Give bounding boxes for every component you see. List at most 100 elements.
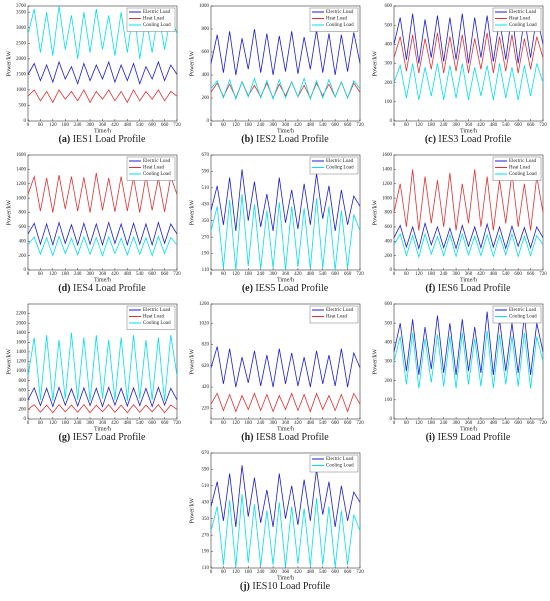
x-tick-label: 120	[49, 421, 57, 426]
caption-text: IES10 Load Profile	[252, 581, 330, 592]
x-tick-label: 180	[428, 272, 436, 277]
caption: (d) IES4 Load Profile	[58, 283, 146, 294]
legend-label: Cooling Load	[326, 166, 354, 171]
y-tick-label: 800	[19, 379, 27, 384]
subplot: 0 100 200 300 400 500 600 0 60 120 180 240 300 360 420…	[372, 302, 547, 443]
x-tick-label: 300	[86, 421, 94, 426]
x-tick-label: 720	[173, 123, 181, 128]
x-tick-label: 660	[344, 421, 352, 426]
y-axis-label: Power/kW	[372, 199, 378, 225]
y-tick-label: 800	[202, 27, 210, 32]
x-axis-label: Time/h	[94, 277, 111, 283]
x-tick-label: 120	[232, 421, 240, 426]
legend-label: Heat Load	[326, 17, 347, 22]
x-tick-label: 240	[74, 272, 82, 277]
caption-label: (g)	[59, 432, 71, 443]
x-axis-label: Time/h	[94, 128, 111, 134]
x-tick-label: 180	[245, 570, 253, 575]
x-tick-label: 360	[99, 272, 107, 277]
legend-box	[126, 156, 176, 181]
series-line	[27, 89, 178, 104]
subplot: 110 190 270 350 430 510 590 670 0 60 120 180 240 300 3…	[189, 451, 364, 592]
x-tick-label: 300	[269, 272, 277, 277]
x-tick-label: 120	[232, 570, 240, 575]
x-tick-label: 660	[527, 421, 535, 426]
x-tick-label: 420	[294, 123, 302, 128]
y-tick-label: 1800	[16, 331, 27, 336]
y-axis-label: Power/kW	[372, 348, 378, 374]
x-tick-label: 660	[527, 123, 535, 128]
x-tick-label: 240	[257, 421, 265, 426]
legend-label: Heat Load	[509, 166, 530, 171]
x-tick-label: 480	[307, 123, 315, 128]
x-tick-label: 120	[415, 123, 423, 128]
x-tick-label: 540	[136, 123, 144, 128]
x-tick-label: 600	[148, 123, 156, 128]
x-tick-label: 180	[245, 272, 253, 277]
x-tick-label: 540	[319, 272, 327, 277]
x-tick-label: 0	[393, 123, 396, 128]
y-axis-label: Power/kW	[189, 497, 195, 523]
legend-label: Cooling Load	[509, 315, 537, 320]
y-tick-label: 110	[202, 268, 210, 273]
caption: (c) IES3 Load Profile	[425, 134, 512, 145]
series-line	[393, 32, 544, 74]
x-tick-label: 240	[257, 123, 265, 128]
y-tick-label: 350	[202, 219, 210, 224]
subplot: 220 420 620 820 1020 1200 0 60 120 180 240 300 360 42…	[189, 302, 364, 443]
y-axis-label: Power/kW	[6, 348, 12, 374]
series-line	[393, 311, 544, 375]
y-tick-label: 3000	[16, 26, 27, 31]
x-tick-label: 240	[440, 421, 448, 426]
y-tick-label: 0	[207, 119, 210, 124]
y-tick-label: 110	[202, 566, 210, 571]
x-tick-label: 720	[173, 272, 181, 277]
x-axis-label: Time/h	[460, 277, 477, 283]
x-tick-label: 300	[269, 570, 277, 575]
x-tick-label: 360	[465, 421, 473, 426]
y-tick-label: 0	[390, 417, 393, 422]
y-tick-label: 350	[202, 517, 210, 522]
y-tick-label: 200	[19, 408, 27, 413]
series-line	[393, 330, 544, 389]
x-tick-label: 0	[27, 421, 30, 426]
x-tick-label: 180	[428, 421, 436, 426]
x-tick-label: 60	[38, 272, 44, 277]
caption-label: (d)	[58, 283, 70, 294]
caption-text: IES9 Load Profile	[438, 432, 511, 443]
y-tick-label: 500	[19, 104, 27, 109]
legend-label: Electric Load	[326, 10, 354, 15]
series-line	[393, 232, 544, 259]
x-tick-label: 240	[257, 570, 265, 575]
x-tick-label: 60	[221, 272, 227, 277]
x-tick-label: 360	[282, 123, 290, 128]
y-tick-label: 400	[385, 239, 393, 244]
y-tick-label: 270	[202, 533, 210, 538]
x-tick-label: 360	[99, 421, 107, 426]
x-tick-label: 360	[99, 123, 107, 128]
y-tick-label: 0	[24, 417, 27, 422]
y-tick-label: 200	[385, 81, 393, 86]
series-line	[210, 193, 361, 271]
series-line	[210, 28, 361, 76]
caption: (h) IES8 Load Profile	[241, 432, 329, 443]
x-tick-label: 300	[452, 123, 460, 128]
series-line	[27, 403, 178, 414]
legend-label: Electric Load	[143, 10, 171, 15]
x-tick-label: 240	[440, 272, 448, 277]
subplot: 0 200 400 600 800 1000 1200 1400 1600 0 60 120 180 24…	[372, 153, 547, 294]
x-tick-label: 180	[62, 123, 70, 128]
x-tick-label: 60	[38, 421, 44, 426]
x-tick-label: 720	[173, 421, 181, 426]
y-tick-label: 600	[385, 225, 393, 230]
y-tick-label: 100	[385, 100, 393, 105]
y-tick-label: 200	[385, 379, 393, 384]
y-tick-label: 1500	[16, 73, 27, 78]
x-tick-label: 420	[111, 272, 119, 277]
legend-box	[492, 156, 542, 181]
x-tick-label: 60	[404, 123, 410, 128]
caption-text: IES3 Load Profile	[438, 134, 511, 145]
x-tick-label: 540	[319, 123, 327, 128]
x-tick-label: 120	[415, 421, 423, 426]
x-tick-label: 540	[502, 272, 510, 277]
